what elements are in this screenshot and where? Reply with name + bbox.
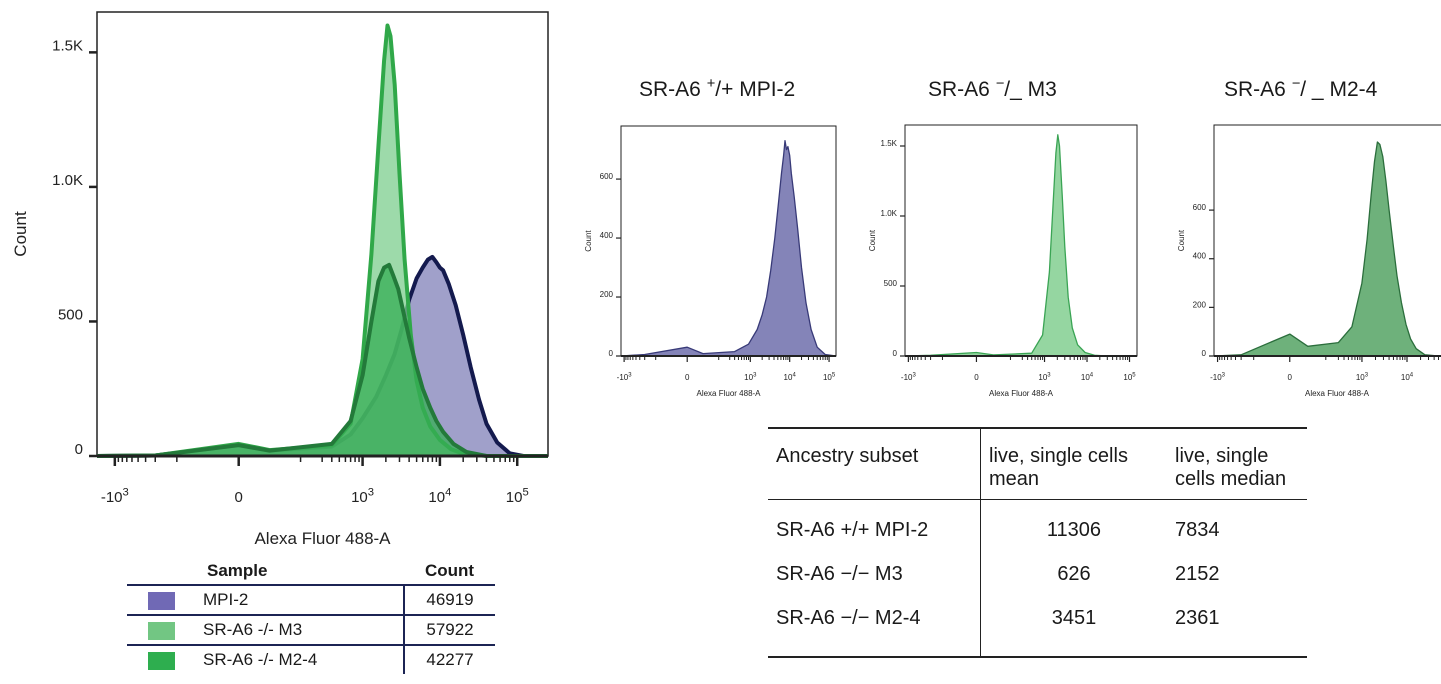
legend-row: SR-A6 -/- M2-4 42277 bbox=[127, 644, 495, 674]
histogram-line-1 bbox=[96, 23, 548, 458]
x-axis-label: Alexa Fluor 488-A bbox=[254, 529, 391, 548]
histogram-line-0 bbox=[904, 134, 1137, 357]
x-axis-label: Alexa Fluor 488-A bbox=[1305, 389, 1370, 398]
stats-subset: SR-A6 +/+ MPI-2 bbox=[768, 499, 981, 552]
y-axis-label: Count bbox=[868, 229, 877, 251]
stats-mean: 3451 bbox=[1051, 606, 1097, 629]
small-histogram-mpi2: -103 0 103 104 105 0 200 400 600 Alexa Fluor 488-… bbox=[584, 125, 837, 398]
x-tick-label: 0 bbox=[974, 373, 979, 382]
legend-swatch bbox=[148, 591, 175, 610]
y-tick-label: 1.0K bbox=[52, 172, 83, 189]
y-tick-label: 1.5K bbox=[52, 37, 83, 54]
y-tick-label: 500 bbox=[58, 306, 83, 323]
plot-frame bbox=[1213, 124, 1441, 357]
x-axis-label: Alexa Fluor 488-A bbox=[696, 389, 761, 398]
legend-label: SR-A6 -/- M2-4 bbox=[197, 644, 405, 674]
x-tick-label: -103 bbox=[617, 372, 633, 382]
x-tick-label: 0 bbox=[235, 489, 243, 506]
stats-subset: SR-A6 −/− M3 bbox=[768, 552, 981, 596]
legend-count: 46919 bbox=[404, 584, 495, 615]
legend-swatch bbox=[148, 621, 175, 640]
stats-median: 2361 bbox=[1175, 606, 1220, 629]
histogram-fill-0 bbox=[621, 140, 836, 356]
x-tick-label: 104 bbox=[428, 486, 451, 506]
y-tick-label: 0 bbox=[893, 349, 898, 358]
x-tick-label: 105 bbox=[823, 372, 836, 382]
small-histogram-m3: -103 0 103 104 105 0 500 1.0K 1.5K Alexa Fluor 48… bbox=[868, 124, 1138, 398]
histogram-line-0 bbox=[620, 140, 837, 357]
stats-median: 2152 bbox=[1175, 562, 1220, 585]
legend-header-count: Count bbox=[404, 558, 495, 586]
legend-count: 42277 bbox=[404, 644, 495, 674]
stats-mean: 11306 bbox=[1046, 518, 1102, 541]
histogram-fill-0 bbox=[1214, 142, 1441, 356]
x-tick-label: 103 bbox=[1356, 372, 1369, 382]
y-tick-label: 0 bbox=[1202, 349, 1207, 358]
y-tick-label: 500 bbox=[884, 279, 898, 288]
stats-median: 7834 bbox=[1175, 518, 1220, 541]
x-tick-label: 103 bbox=[744, 372, 757, 382]
stats-mean: 626 bbox=[1057, 562, 1091, 585]
stats-header-mean: live, single cells mean bbox=[980, 428, 1167, 500]
legend-count: 57922 bbox=[404, 614, 495, 645]
y-tick-label: 0 bbox=[609, 349, 614, 358]
legend-label: SR-A6 -/- M3 bbox=[197, 614, 405, 645]
overlay-histogram: -103 0 103 104 105 0 500 1.0K 1.5K Alexa Fluor 48… bbox=[11, 11, 549, 548]
stats-table: Ancestry subset live, single cells mean … bbox=[768, 427, 1307, 658]
y-tick-label: 0 bbox=[75, 441, 83, 458]
y-tick-label: 400 bbox=[1193, 252, 1207, 261]
stats-row: SR-A6 −/− M2-4 3451 2361 bbox=[768, 596, 1307, 657]
stats-subset: SR-A6 −/− M2-4 bbox=[768, 596, 981, 657]
legend-label: MPI-2 bbox=[197, 584, 405, 615]
histogram-fill-0 bbox=[97, 256, 548, 456]
histogram-fill-0 bbox=[905, 134, 1137, 356]
histogram-line-0 bbox=[1213, 141, 1441, 357]
legend-row: SR-A6 -/- M3 57922 bbox=[127, 614, 495, 645]
stats-row: SR-A6 −/− M3 626 2152 bbox=[768, 552, 1307, 596]
small-1-title: SR-A6 +/+ MPI-2 bbox=[639, 76, 796, 101]
plot-frame bbox=[904, 124, 1138, 357]
plot-frame bbox=[96, 11, 549, 457]
x-tick-label: -103 bbox=[101, 486, 129, 506]
legend-swatch bbox=[148, 651, 175, 670]
stats-row: SR-A6 +/+ MPI-2 11306 7834 bbox=[768, 499, 1307, 552]
x-tick-label: 105 bbox=[506, 486, 529, 506]
y-tick-label: 200 bbox=[600, 290, 614, 299]
histogram-line-2 bbox=[96, 262, 548, 458]
y-tick-label: 400 bbox=[600, 231, 614, 240]
y-tick-label: 1.5K bbox=[881, 139, 898, 148]
x-tick-label: 104 bbox=[1081, 372, 1094, 382]
y-axis-label: Count bbox=[584, 230, 593, 252]
sample-legend-table: Sample Count MPI-2 46919 SR-A6 -/- M3 57… bbox=[127, 558, 495, 674]
stats-header-subset: Ancestry subset bbox=[768, 428, 981, 500]
small-2-title: SR-A6 −/_ M3 bbox=[928, 76, 1057, 101]
x-tick-label: 0 bbox=[1288, 373, 1293, 382]
y-tick-label: 600 bbox=[1193, 203, 1207, 212]
histogram-fill-1 bbox=[97, 25, 548, 456]
x-tick-label: 105 bbox=[1123, 372, 1136, 382]
x-tick-label: -103 bbox=[901, 372, 917, 382]
y-tick-label: 200 bbox=[1193, 300, 1207, 309]
small-3-title: SR-A6 −/ _ M2-4 bbox=[1224, 76, 1378, 101]
x-axis-label: Alexa Fluor 488-A bbox=[989, 389, 1054, 398]
y-axis-label: Count bbox=[11, 211, 30, 257]
y-axis-label: Count bbox=[1177, 229, 1186, 251]
stats-header-median: live, single cells median bbox=[1167, 428, 1307, 500]
y-tick-label: 1.0K bbox=[881, 209, 898, 218]
x-tick-label: -103 bbox=[1210, 372, 1226, 382]
legend-header-sample: Sample bbox=[197, 558, 404, 586]
x-tick-label: 103 bbox=[351, 486, 374, 506]
x-tick-label: 104 bbox=[1401, 372, 1414, 382]
x-tick-label: 104 bbox=[784, 372, 797, 382]
x-tick-label: 0 bbox=[685, 373, 690, 382]
y-tick-label: 600 bbox=[600, 172, 614, 181]
legend-row: MPI-2 46919 bbox=[127, 584, 495, 615]
legend-swatch-header bbox=[127, 558, 197, 586]
x-tick-label: 103 bbox=[1038, 372, 1051, 382]
